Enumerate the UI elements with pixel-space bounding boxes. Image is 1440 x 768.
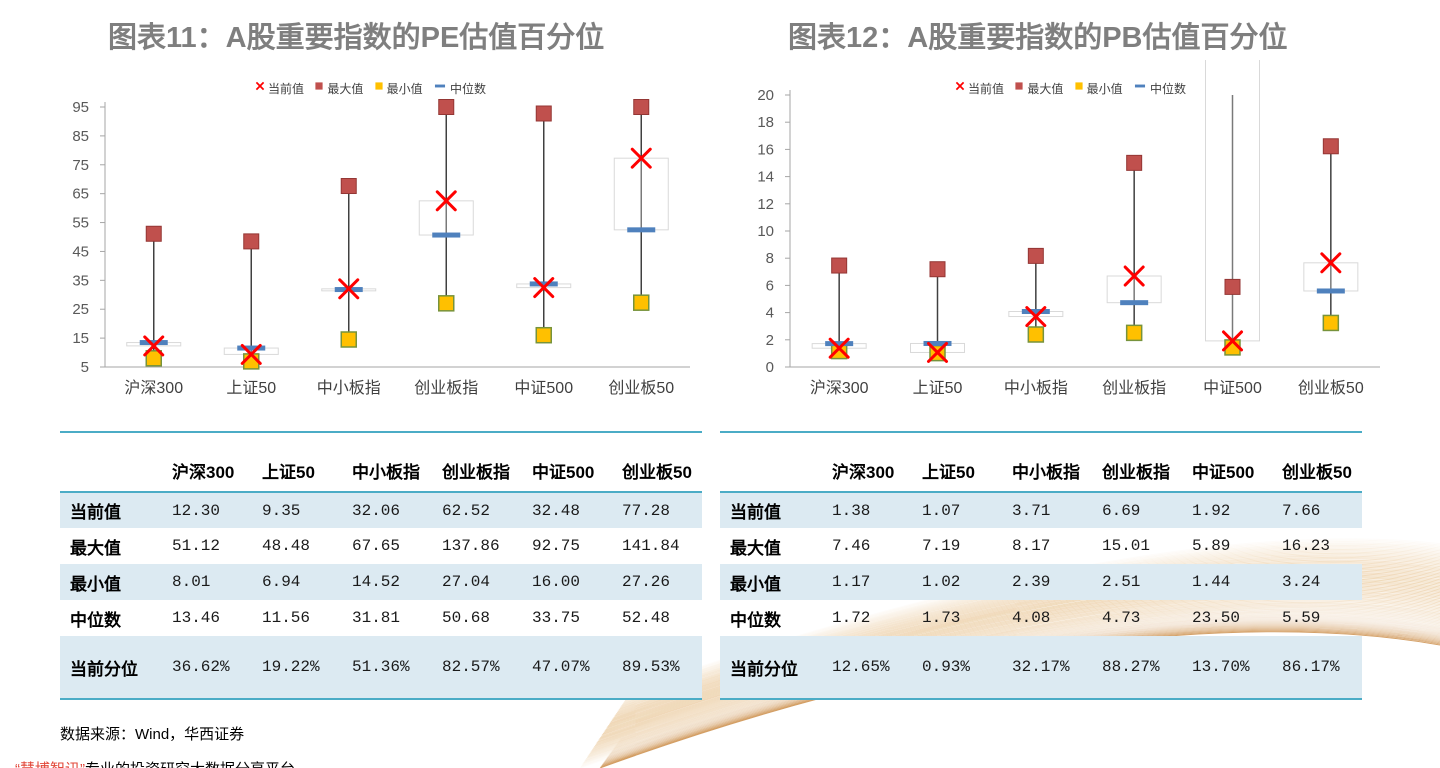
svg-text:12: 12	[757, 196, 774, 213]
svg-text:20: 20	[757, 87, 774, 104]
svg-text:创业板指: 创业板指	[1102, 379, 1166, 397]
svg-text:18: 18	[757, 114, 774, 131]
svg-text:35: 35	[72, 272, 89, 289]
svg-text:创业板指: 创业板指	[414, 379, 478, 397]
svg-text:45: 45	[72, 243, 89, 260]
svg-text:中证500: 中证500	[514, 379, 573, 397]
svg-text:创业板50: 创业板50	[1298, 379, 1364, 397]
svg-text:10: 10	[757, 223, 774, 240]
svg-text:75: 75	[72, 157, 89, 174]
svg-text:95: 95	[72, 99, 89, 116]
svg-text:55: 55	[72, 215, 89, 232]
svg-text:中小板指: 中小板指	[317, 379, 381, 397]
svg-text:中小板指: 中小板指	[1004, 379, 1068, 397]
svg-text:创业板50: 创业板50	[608, 379, 674, 397]
svg-text:5: 5	[81, 359, 89, 376]
svg-text:8: 8	[766, 250, 774, 267]
svg-text:85: 85	[72, 128, 89, 145]
svg-text:沪深300: 沪深300	[810, 379, 869, 397]
svg-text:16: 16	[757, 141, 774, 158]
svg-text:中证500: 中证500	[1203, 379, 1262, 397]
svg-text:6: 6	[766, 277, 774, 294]
svg-text:25: 25	[72, 301, 89, 318]
svg-text:沪深300: 沪深300	[124, 379, 183, 397]
svg-text:上证50: 上证50	[226, 379, 276, 397]
svg-text:0: 0	[766, 359, 774, 376]
svg-text:14: 14	[757, 169, 774, 186]
svg-text:15: 15	[72, 330, 89, 347]
svg-text:2: 2	[766, 332, 774, 349]
svg-text:65: 65	[72, 186, 89, 203]
svg-text:上证50: 上证50	[913, 379, 963, 397]
svg-text:4: 4	[766, 305, 774, 322]
